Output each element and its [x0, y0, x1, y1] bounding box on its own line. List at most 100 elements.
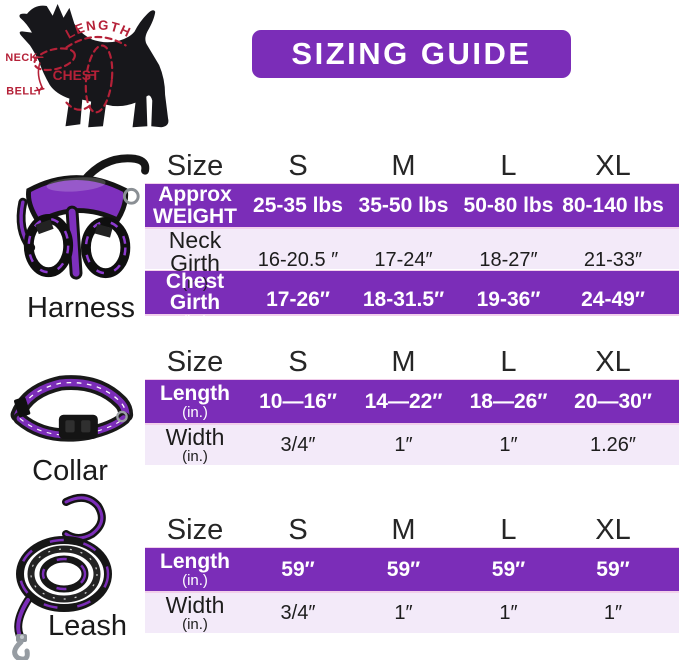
leash-label: Leash — [48, 610, 128, 642]
sizing-table-harness: Size S M L XL Approx WEIGHT 25-35 lbs 35… — [145, 150, 679, 329]
row-label: Width (in.) — [145, 423, 245, 466]
column-header-l: L — [500, 514, 517, 546]
column-header-s: S — [288, 150, 308, 182]
row-label-main: Width — [165, 423, 225, 450]
cell-value: 16-20.5 ″ — [257, 248, 339, 271]
cell-value: 1″ — [499, 433, 518, 456]
row-label: Approx WEIGHT — [145, 184, 245, 227]
cell-value: 19-36″ — [476, 288, 541, 312]
size-header: Size — [166, 150, 224, 182]
row-label-sub: (in.) — [182, 312, 208, 330]
collar-image — [10, 375, 134, 442]
column-header-s: S — [288, 346, 308, 378]
cell-value: 59″ — [386, 557, 421, 581]
cell-value: 35-50 lbs — [358, 193, 449, 217]
leash-figure: Leash — [8, 492, 127, 665]
collar-label: Collar — [32, 455, 108, 487]
column-header-m: M — [391, 514, 416, 546]
row-label-main: Approx — [158, 183, 232, 207]
row-label: Length (in.) — [145, 383, 245, 420]
row-label-main: Chest Girth — [165, 270, 225, 315]
cell-value: 25-35 lbs — [253, 193, 343, 217]
cell-value: 50-80 lbs — [463, 193, 554, 217]
table-header-row: Size S M L XL — [145, 150, 679, 182]
harness-label: Harness — [27, 292, 135, 324]
cell-value: 1″ — [603, 601, 623, 624]
cell-value: 80-140 lbs — [562, 193, 664, 217]
cell-value: 59″ — [281, 557, 315, 581]
table-row-length: Length (in.) 59″ 59″ 59″ 59″ — [145, 548, 679, 591]
row-label-sub: (in.) — [182, 448, 208, 466]
cell-value: 3/4″ — [280, 601, 316, 624]
row-label: Width (in.) — [145, 591, 245, 634]
leash-image — [12, 493, 112, 662]
cell-value: 18-31.5″ — [362, 288, 445, 312]
table-header-row: Size S M L XL — [145, 346, 679, 378]
row-label-sub: (in.) — [182, 616, 208, 634]
collar-figure: Collar — [4, 372, 136, 488]
chest-label: CHEST — [53, 68, 100, 83]
cell-value: 1″ — [394, 601, 413, 624]
size-header: Size — [166, 346, 224, 378]
cell-value: 1″ — [394, 433, 413, 456]
cell-value: 3/4″ — [280, 433, 316, 456]
column-header-xl: XL — [595, 150, 631, 182]
dog-silhouette — [19, 3, 169, 128]
table-row-width: Width (in.) 3/4″ 1″ 1″ 1.26″ — [145, 425, 679, 465]
chest-measure-line — [84, 44, 114, 114]
belly-dash-line — [34, 87, 45, 92]
cell-value: 17-24″ — [374, 248, 433, 271]
table-row-weight: Approx WEIGHT 25-35 lbs 35-50 lbs 50-80 … — [145, 184, 679, 227]
belly-leader-line — [37, 62, 44, 90]
table-row-chest-girth: Chest Girth (in.) 17-26″ 18-31.5″ 19-36″… — [145, 271, 679, 329]
neck-measure-line — [33, 47, 76, 72]
page-title: SIZING GUIDE — [291, 36, 532, 71]
row-label-main: Neck Girth — [168, 227, 222, 277]
column-header-s: S — [288, 514, 308, 546]
belly-measure-line — [65, 101, 94, 111]
row-label: Chest Girth (in.) — [145, 271, 245, 329]
row-label-sub: (in.) — [182, 403, 208, 421]
column-header-xl: XL — [595, 346, 631, 378]
dog-measurement-diagram: LENGTH NECK CHEST BELLY — [5, 3, 169, 128]
row-label-sub: WEIGHT — [153, 204, 237, 228]
row-label-main: Length — [160, 382, 230, 406]
row-label: Length (in.) — [145, 551, 245, 588]
column-header-xl: XL — [595, 514, 631, 546]
column-header-m: M — [391, 150, 416, 182]
table-row-neck-girth: Neck Girth (in.) 16-20.5 ″ 17-24″ 18-27″… — [145, 228, 679, 291]
title-banner: SIZING GUIDE — [252, 30, 571, 78]
harness-figure: Harness — [6, 147, 156, 325]
cell-value: 24-49″ — [581, 288, 645, 312]
cell-value: 59″ — [596, 557, 630, 581]
cell-value: 1.26″ — [589, 433, 636, 456]
row-label-main: Width — [165, 591, 225, 618]
cell-value: 18—26″ — [469, 389, 548, 413]
belly-label: BELLY — [6, 86, 43, 98]
row-label-main: Length — [160, 550, 230, 574]
column-header-l: L — [500, 150, 517, 182]
cell-value: 20—30″ — [574, 389, 652, 413]
cell-value: 14—22″ — [364, 389, 443, 413]
table-row-width: Width (in.) 3/4″ 1″ 1″ 1″ — [145, 593, 679, 633]
row-label: Neck Girth (in.) — [145, 227, 245, 292]
column-header-l: L — [500, 346, 517, 378]
sizing-table-leash: Size S M L XL Length (in.) 59″ 59″ 59″ 5… — [145, 514, 679, 633]
neck-label: NECK — [5, 52, 38, 64]
cell-value: 59″ — [491, 557, 526, 581]
column-header-m: M — [391, 346, 416, 378]
sizing-table-collar: Size S M L XL Length (in.) 10—16″ 14—22″… — [145, 346, 679, 465]
table-row-length: Length (in.) 10—16″ 14—22″ 18—26″ 20—30″ — [145, 380, 679, 423]
harness-image — [16, 154, 150, 280]
size-header: Size — [166, 514, 224, 546]
cell-value: 21-33″ — [583, 248, 643, 271]
row-label-sub: (in.) — [182, 274, 208, 292]
row-label-sub: (in.) — [182, 571, 208, 589]
cell-value: 17-26″ — [266, 288, 330, 312]
cell-value: 10—16″ — [259, 389, 337, 413]
length-measure-line — [65, 35, 127, 49]
table-header-row: Size S M L XL — [145, 514, 679, 546]
cell-value: 1″ — [499, 601, 518, 624]
cell-value: 18-27″ — [479, 248, 538, 271]
